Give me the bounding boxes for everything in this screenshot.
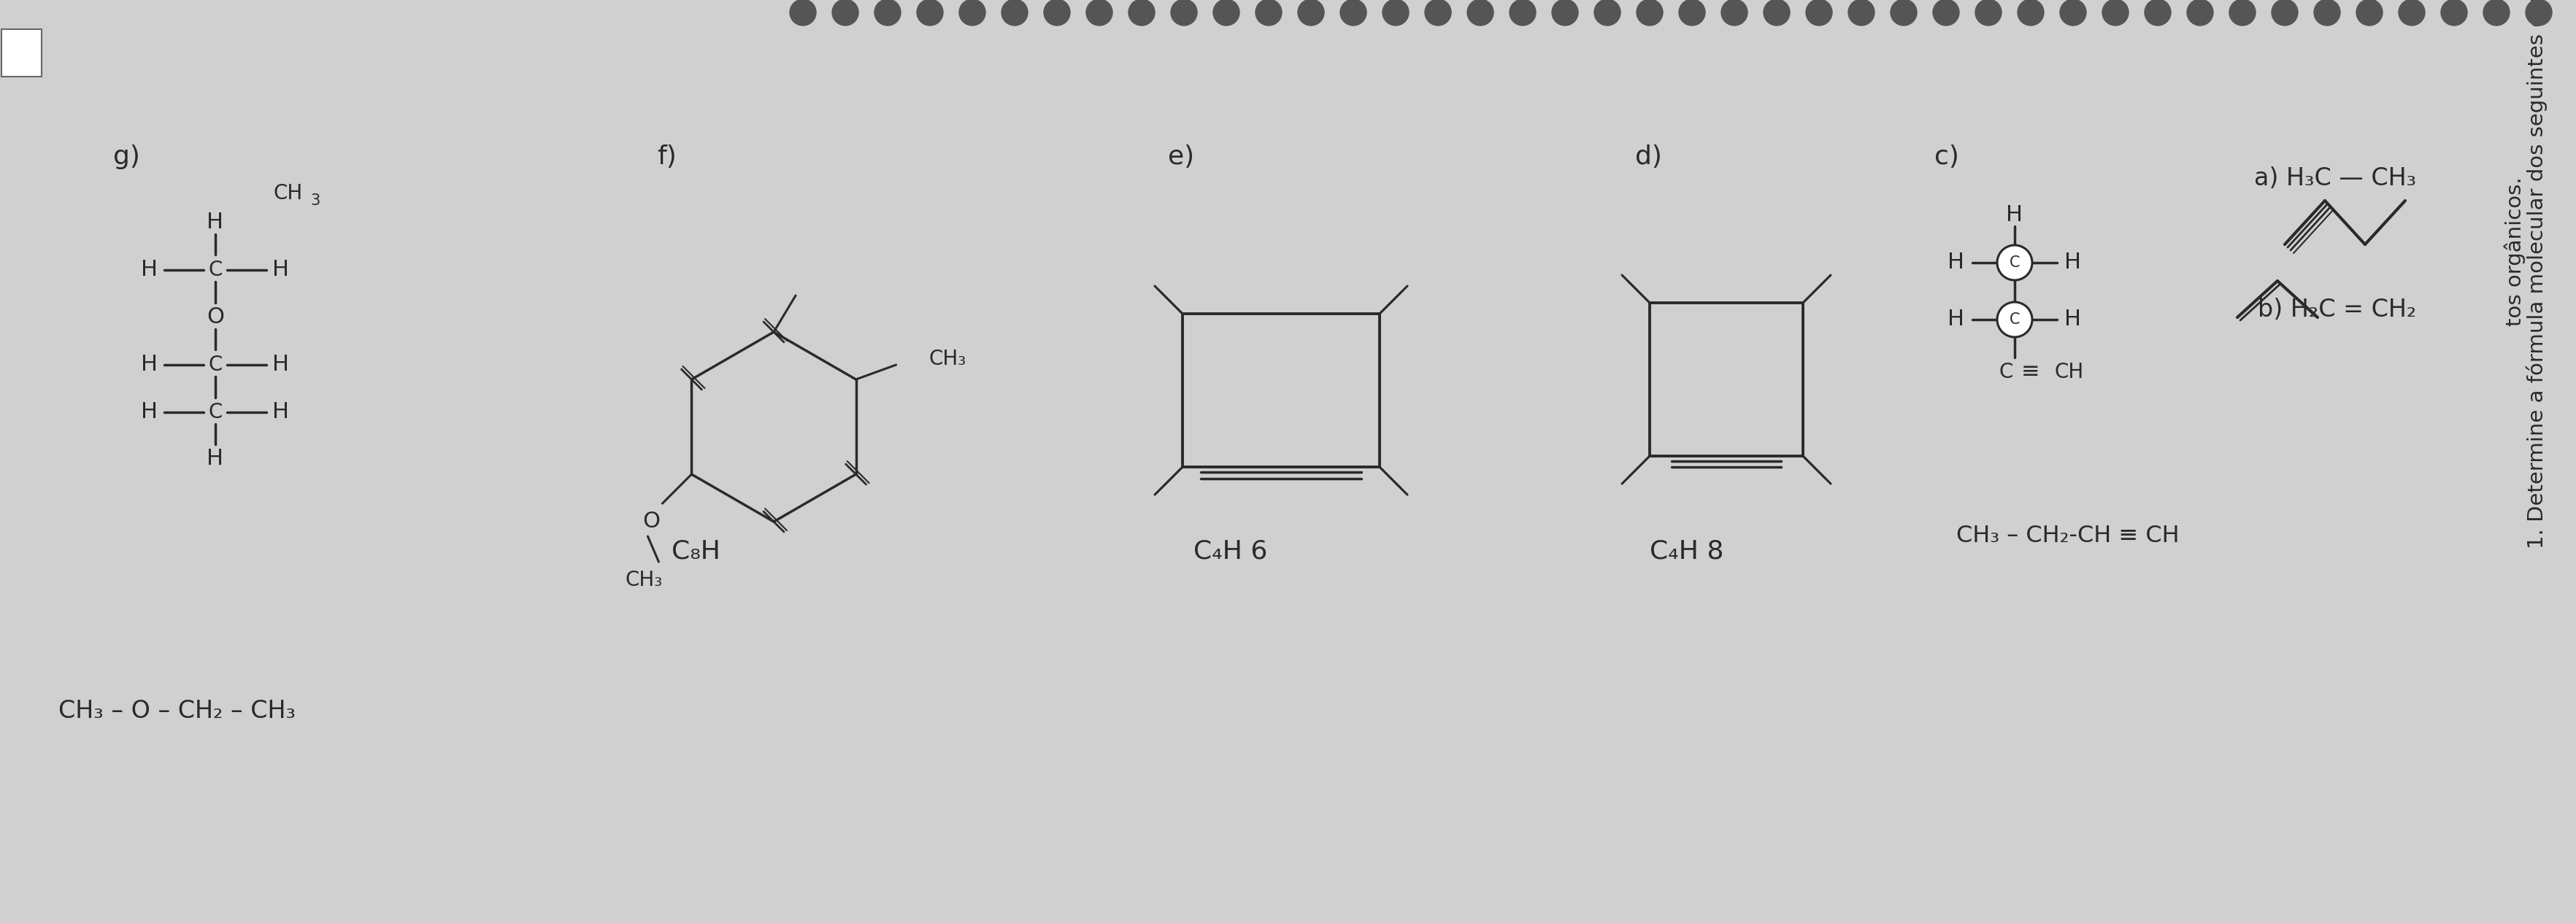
Circle shape: [832, 0, 858, 26]
Circle shape: [1996, 246, 2032, 281]
Text: H: H: [1947, 309, 1963, 330]
Text: C₄H 8: C₄H 8: [1649, 538, 1723, 563]
Text: C: C: [209, 259, 222, 281]
Circle shape: [1680, 0, 1705, 26]
Text: H: H: [2063, 252, 2081, 273]
Circle shape: [1340, 0, 1365, 26]
Text: 1. Determine a fórmula molecular dos seguintes compo: 1. Determine a fórmula molecular dos seg…: [2524, 0, 2548, 548]
Text: H: H: [273, 259, 289, 281]
Text: CH: CH: [2053, 362, 2084, 382]
Circle shape: [1255, 0, 1280, 26]
Circle shape: [1002, 0, 1028, 26]
Text: H: H: [2007, 205, 2022, 226]
Circle shape: [1976, 0, 2002, 26]
Circle shape: [1128, 0, 1154, 26]
Text: CH₃ – O – CH₂ – CH₃: CH₃ – O – CH₂ – CH₃: [59, 700, 296, 724]
Text: H: H: [273, 402, 289, 423]
Text: e): e): [1167, 145, 1193, 169]
Circle shape: [958, 0, 984, 26]
Text: 3: 3: [309, 193, 319, 208]
Circle shape: [1383, 0, 1409, 26]
Text: g): g): [113, 145, 139, 169]
Text: C: C: [1999, 362, 2012, 382]
Circle shape: [1425, 0, 1450, 26]
Circle shape: [1806, 0, 1832, 26]
Circle shape: [2187, 0, 2213, 26]
Bar: [1182, 314, 1378, 467]
Text: 113: 113: [5, 44, 39, 62]
Text: C₄H 6: C₄H 6: [1193, 538, 1267, 563]
Text: O: O: [206, 306, 224, 328]
Circle shape: [2354, 0, 2383, 26]
Text: H: H: [206, 449, 224, 470]
Text: H: H: [142, 259, 157, 281]
Circle shape: [1510, 0, 1535, 26]
Circle shape: [1213, 0, 1239, 26]
Circle shape: [2483, 0, 2509, 26]
Text: tos orgânicos.: tos orgânicos.: [2504, 177, 2524, 327]
Text: O: O: [641, 511, 659, 533]
Text: H: H: [142, 402, 157, 423]
Circle shape: [1595, 0, 1620, 26]
Text: CH₃: CH₃: [626, 569, 662, 591]
Circle shape: [1721, 0, 1747, 26]
Circle shape: [1891, 0, 1917, 26]
Text: C: C: [2009, 312, 2020, 327]
Text: b) H₂C = CH₂: b) H₂C = CH₂: [2257, 298, 2416, 322]
Circle shape: [2017, 0, 2043, 26]
Circle shape: [2313, 0, 2339, 26]
Text: d): d): [1636, 145, 1662, 169]
Text: H: H: [1947, 252, 1963, 273]
Bar: [1649, 303, 1803, 456]
Circle shape: [1996, 302, 2032, 337]
Circle shape: [1043, 0, 1069, 26]
Circle shape: [917, 0, 943, 26]
Circle shape: [1087, 0, 1113, 26]
Circle shape: [1847, 0, 1873, 26]
Circle shape: [873, 0, 902, 26]
Circle shape: [2272, 0, 2298, 26]
Circle shape: [2102, 0, 2128, 26]
Circle shape: [1762, 0, 1790, 26]
Text: C: C: [2009, 256, 2020, 270]
Text: C: C: [209, 402, 222, 423]
Circle shape: [1466, 0, 1494, 26]
Text: H: H: [273, 354, 289, 376]
Text: C: C: [209, 354, 222, 375]
Circle shape: [1551, 0, 1577, 26]
Circle shape: [2058, 0, 2087, 26]
Circle shape: [791, 0, 817, 26]
Text: C₈H: C₈H: [672, 538, 721, 563]
Bar: [3, 30, 41, 77]
Circle shape: [1298, 0, 1324, 26]
Text: c): c): [1935, 145, 1958, 169]
Text: f): f): [657, 145, 677, 169]
Circle shape: [2524, 0, 2550, 26]
Text: ≡: ≡: [2020, 362, 2040, 383]
Text: H: H: [206, 212, 224, 234]
Text: CH: CH: [273, 183, 304, 204]
Circle shape: [2143, 0, 2169, 26]
Circle shape: [1932, 0, 1958, 26]
Text: CH₃ – CH₂-CH ≡ CH: CH₃ – CH₂-CH ≡ CH: [1955, 525, 2179, 547]
Circle shape: [2228, 0, 2254, 26]
Circle shape: [1170, 0, 1198, 26]
Circle shape: [2398, 0, 2424, 26]
Circle shape: [1636, 0, 1662, 26]
Text: CH₃: CH₃: [930, 349, 966, 369]
Text: H: H: [2063, 309, 2081, 330]
Text: H: H: [142, 354, 157, 376]
Circle shape: [2439, 0, 2468, 26]
Text: a) H₃C — CH₃: a) H₃C — CH₃: [2254, 167, 2416, 191]
